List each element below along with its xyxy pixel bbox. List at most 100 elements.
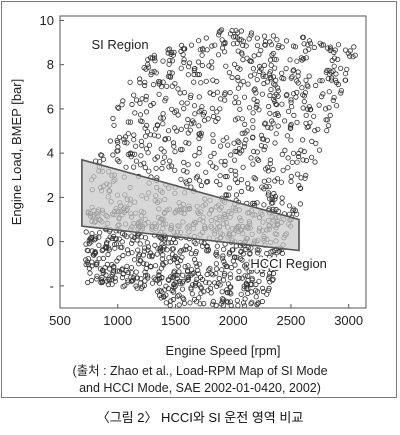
data-point [187,95,193,101]
data-point [225,299,231,305]
data-point [248,30,255,36]
data-point [300,105,306,111]
data-point [213,261,219,267]
x-tick-label: 1500 [161,313,190,328]
data-point [295,69,301,75]
data-point [106,247,112,253]
data-point [150,55,156,61]
data-point [194,173,201,179]
data-point [119,274,126,281]
data-point [254,268,260,274]
data-point [333,71,339,77]
data-point [342,47,349,53]
data-point [224,173,230,180]
data-point [276,42,282,49]
data-point [270,200,276,206]
data-point [220,253,226,259]
data-point [214,109,220,115]
data-point [181,296,187,302]
data-point [303,55,310,61]
data-point [253,294,259,300]
data-point [85,279,91,286]
data-point [170,140,177,146]
data-point [156,272,162,278]
x-tick-label: 1000 [103,313,132,328]
data-point [235,115,241,121]
data-point [174,128,180,134]
data-point [143,265,149,272]
data-point [144,129,151,135]
data-point [116,268,123,274]
data-point [138,234,144,240]
data-point [192,66,198,72]
data-point [160,79,166,85]
data-point [137,80,143,86]
data-point [123,164,129,170]
data-point [249,281,255,288]
data-point [135,247,141,253]
data-point [272,196,278,202]
data-point [296,182,302,189]
data-point [190,282,196,288]
data-point [131,257,138,263]
data-point [198,284,204,290]
data-point [209,59,215,65]
data-point [303,157,310,164]
data-point [151,275,157,281]
data-point [215,52,222,58]
data-point [119,102,125,108]
data-point [222,91,228,98]
data-point [160,58,166,64]
data-point [305,124,312,130]
data-point [249,261,255,267]
data-point [128,278,135,284]
data-point [212,42,218,48]
data-point [239,130,245,136]
data-point [317,40,323,46]
data-point [267,157,273,163]
data-point [209,43,215,49]
data-point [141,282,147,289]
data-point [178,248,184,254]
data-point [210,113,217,120]
data-point [124,247,131,253]
data-point [162,98,168,104]
data-point [213,302,219,309]
data-point [300,55,307,62]
data-point [99,274,105,280]
data-point [165,73,171,79]
data-point [232,100,238,106]
data-point [241,94,248,100]
data-point [299,137,306,143]
data-point [245,81,251,87]
data-point [148,264,154,270]
data-point [137,112,144,118]
data-point [195,59,202,65]
data-point [258,255,264,261]
data-point [223,63,229,69]
data-point [146,253,152,259]
data-point [248,58,255,65]
data-point [222,162,228,168]
data-point [110,152,116,158]
data-point [288,137,294,143]
data-point [198,80,204,86]
data-point [196,135,202,142]
hcci-band-polygon [81,158,300,252]
data-point [199,52,205,58]
data-point [132,110,138,116]
data-point [335,56,341,63]
data-point [267,110,273,116]
data-point [331,49,337,56]
data-point [274,37,280,43]
data-point [142,165,148,171]
data-point [283,38,290,44]
data-point [169,274,176,281]
data-point [205,178,211,185]
data-point [151,52,157,58]
data-point [338,88,344,94]
data-point [288,178,294,184]
data-point [258,47,264,54]
data-point [235,85,241,91]
data-point [213,249,219,255]
